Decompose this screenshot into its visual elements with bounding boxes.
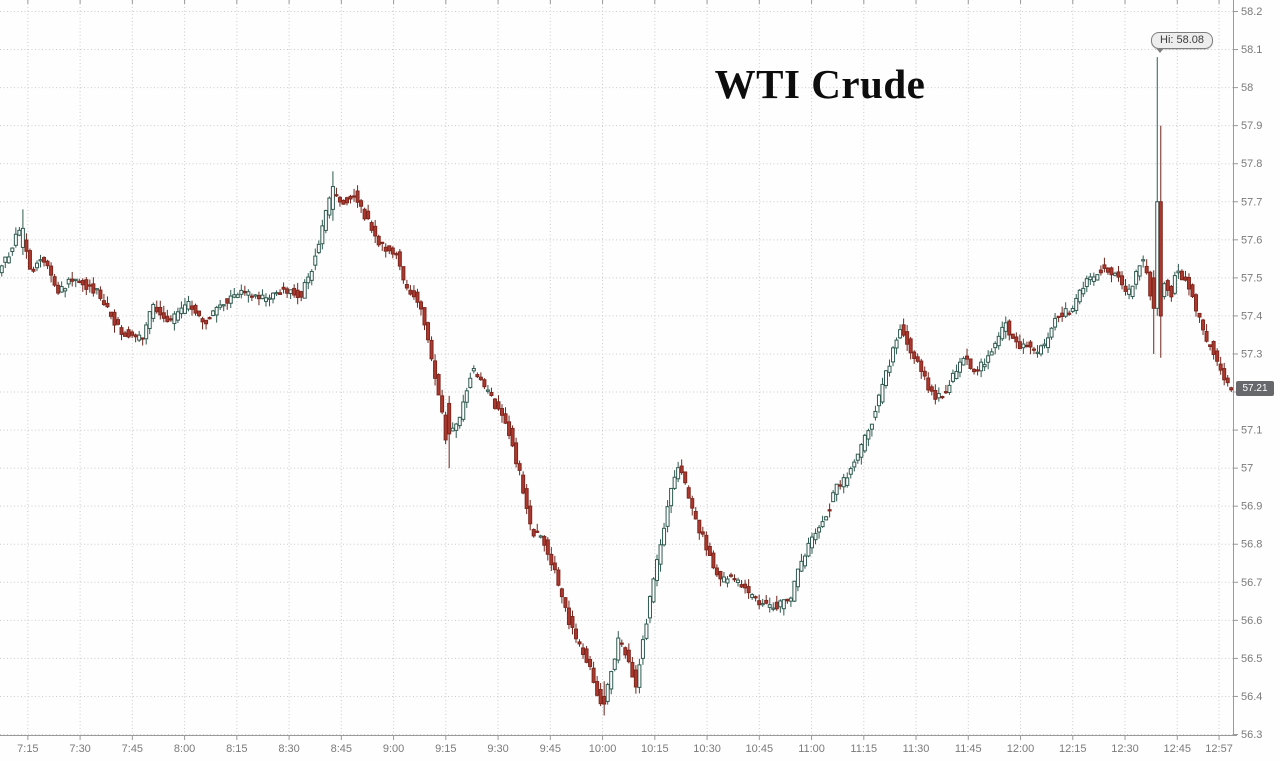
time-tick-label: 7:45 — [122, 743, 143, 755]
time-tick-label: 7:30 — [69, 743, 90, 755]
time-tick-label: 12:15 — [1059, 743, 1087, 755]
time-tick-label: 10:45 — [746, 743, 774, 755]
time-tick-label: 9:15 — [435, 743, 456, 755]
time-tick-label: 12:30 — [1111, 743, 1139, 755]
price-tick-label: 56.8 — [1241, 539, 1262, 551]
time-tick-label: 10:00 — [589, 743, 617, 755]
time-tick-label: 12:00 — [1007, 743, 1035, 755]
price-tick-label: 57.5 — [1241, 272, 1262, 284]
time-tick-label: 12:45 — [1164, 743, 1192, 755]
price-tick-label: 56.4 — [1241, 691, 1262, 703]
high-annotation-label: Hi: 58.08 — [1160, 34, 1205, 46]
price-tick-label: 56.5 — [1241, 653, 1262, 665]
price-tick-label: 57.9 — [1241, 120, 1262, 132]
time-tick-label: 11:30 — [903, 743, 930, 755]
time-tick-label: 8:45 — [331, 743, 352, 755]
time-tick-label: 10:15 — [641, 743, 669, 755]
time-tick-label: 8:15 — [226, 743, 247, 755]
time-tick-label: 11:00 — [798, 743, 825, 755]
price-tick-label: 56.9 — [1241, 501, 1262, 513]
price-tick-label: 56.6 — [1241, 615, 1262, 627]
price-tick-label: 58.1 — [1241, 44, 1262, 56]
chart-title: WTI Crude — [714, 61, 926, 107]
time-tick-label: 8:30 — [278, 743, 299, 755]
price-tick-label: 56.7 — [1241, 577, 1262, 589]
time-tick-label: 9:30 — [487, 743, 508, 755]
last-price-badge: 57.21 — [1236, 380, 1274, 396]
axes — [0, 0, 1237, 736]
high-annotation: Hi: 58.08 — [1151, 32, 1214, 53]
price-tick-label: 57.7 — [1241, 196, 1262, 208]
time-tick-label: 12:57 — [1205, 743, 1233, 755]
price-axis: 58.2 58.1 58 57.9 57.8 57.7 57.6 57.5 57.4 57.3 57… — [1233, 6, 1262, 741]
price-tick-label: 57 — [1241, 463, 1253, 475]
price-tick-label: 56.3 — [1241, 729, 1262, 741]
price-tick-label: 57.8 — [1241, 158, 1262, 170]
time-tick-label: 11:45 — [955, 743, 982, 755]
time-tick-label: 9:00 — [383, 743, 404, 755]
price-tick-label: 57.6 — [1241, 234, 1262, 246]
time-tick-label: 11:15 — [850, 743, 877, 755]
plot-grid — [0, 0, 1233, 735]
price-tick-label: 58.2 — [1241, 6, 1262, 18]
time-tick-label: 9:45 — [540, 743, 561, 755]
price-tick-label: 58 — [1241, 82, 1253, 94]
time-tick-label: 7:15 — [17, 743, 38, 755]
time-tick-label: 10:30 — [693, 743, 721, 755]
time-axis: 7:15 7:30 7:45 8:00 8:15 8:30 8:45 9:00 9:15 9:30… — [17, 0, 1233, 755]
price-tick-label: 57.4 — [1241, 310, 1262, 322]
price-tick-label: 57.1 — [1241, 425, 1262, 437]
time-tick-label: 8:00 — [174, 743, 195, 755]
candles — [0, 57, 1234, 716]
price-tick-label: 57.3 — [1241, 348, 1262, 360]
